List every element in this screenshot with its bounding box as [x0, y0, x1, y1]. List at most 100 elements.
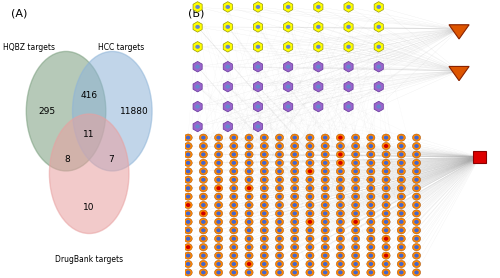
- Polygon shape: [374, 81, 384, 92]
- Circle shape: [306, 201, 314, 208]
- Polygon shape: [223, 121, 232, 132]
- Circle shape: [412, 260, 420, 268]
- Circle shape: [412, 193, 420, 200]
- Circle shape: [384, 195, 388, 198]
- Circle shape: [352, 244, 360, 251]
- Circle shape: [368, 195, 373, 198]
- Circle shape: [245, 151, 253, 158]
- Circle shape: [354, 178, 358, 182]
- Circle shape: [376, 45, 381, 49]
- Circle shape: [292, 237, 297, 241]
- Circle shape: [308, 186, 312, 190]
- Circle shape: [290, 218, 299, 225]
- Circle shape: [201, 254, 205, 258]
- Circle shape: [214, 151, 222, 158]
- Circle shape: [306, 227, 314, 234]
- Circle shape: [230, 201, 238, 208]
- Circle shape: [368, 262, 373, 266]
- Circle shape: [367, 142, 375, 150]
- Circle shape: [414, 220, 419, 224]
- Polygon shape: [314, 2, 323, 12]
- Circle shape: [382, 210, 390, 217]
- Circle shape: [336, 218, 344, 225]
- Circle shape: [200, 134, 207, 141]
- Circle shape: [216, 262, 221, 266]
- Circle shape: [412, 210, 420, 217]
- Circle shape: [232, 136, 236, 140]
- Circle shape: [354, 152, 358, 157]
- Circle shape: [260, 252, 268, 259]
- Circle shape: [292, 254, 297, 258]
- Polygon shape: [223, 81, 232, 92]
- Circle shape: [308, 152, 312, 157]
- Circle shape: [186, 178, 190, 182]
- Circle shape: [336, 252, 344, 259]
- Circle shape: [323, 186, 328, 190]
- Circle shape: [216, 186, 221, 190]
- Circle shape: [382, 269, 390, 276]
- Circle shape: [354, 144, 358, 148]
- Circle shape: [382, 201, 390, 208]
- Polygon shape: [374, 22, 384, 32]
- Circle shape: [214, 235, 222, 242]
- Circle shape: [399, 195, 404, 198]
- Circle shape: [308, 228, 312, 232]
- Polygon shape: [314, 81, 323, 92]
- Circle shape: [384, 254, 388, 258]
- Circle shape: [256, 5, 260, 9]
- Circle shape: [260, 244, 268, 251]
- Circle shape: [184, 227, 192, 234]
- Circle shape: [216, 195, 221, 198]
- Circle shape: [276, 159, 283, 167]
- Circle shape: [216, 270, 221, 274]
- Polygon shape: [193, 2, 202, 12]
- Circle shape: [200, 269, 207, 276]
- Circle shape: [201, 245, 205, 249]
- Circle shape: [216, 237, 221, 241]
- Circle shape: [276, 218, 283, 225]
- Circle shape: [346, 45, 351, 49]
- Circle shape: [276, 244, 283, 251]
- Circle shape: [306, 193, 314, 200]
- Circle shape: [286, 45, 290, 49]
- Circle shape: [336, 235, 344, 242]
- Circle shape: [245, 134, 253, 141]
- Circle shape: [316, 5, 320, 9]
- Circle shape: [290, 134, 299, 141]
- Circle shape: [230, 134, 238, 141]
- Circle shape: [196, 105, 200, 109]
- Circle shape: [338, 161, 342, 165]
- Circle shape: [338, 245, 342, 249]
- Circle shape: [336, 201, 344, 208]
- Circle shape: [321, 201, 330, 208]
- Circle shape: [316, 105, 320, 109]
- Circle shape: [260, 159, 268, 167]
- Circle shape: [323, 178, 328, 182]
- Circle shape: [186, 169, 190, 173]
- Circle shape: [338, 228, 342, 232]
- Circle shape: [367, 269, 375, 276]
- Circle shape: [262, 161, 266, 165]
- Circle shape: [277, 212, 282, 215]
- Circle shape: [200, 142, 207, 150]
- Circle shape: [412, 227, 420, 234]
- Circle shape: [232, 203, 236, 207]
- Circle shape: [397, 142, 406, 150]
- Circle shape: [352, 151, 360, 158]
- Circle shape: [277, 161, 282, 165]
- Circle shape: [412, 269, 420, 276]
- Polygon shape: [314, 41, 323, 52]
- Circle shape: [214, 176, 222, 183]
- Circle shape: [292, 186, 297, 190]
- Circle shape: [226, 65, 230, 69]
- Circle shape: [346, 25, 351, 29]
- Circle shape: [232, 228, 236, 232]
- Circle shape: [367, 252, 375, 259]
- Circle shape: [200, 227, 207, 234]
- Circle shape: [260, 134, 268, 141]
- Circle shape: [232, 169, 236, 173]
- Circle shape: [277, 195, 282, 198]
- Circle shape: [184, 218, 192, 225]
- Polygon shape: [223, 101, 232, 112]
- Circle shape: [276, 252, 283, 259]
